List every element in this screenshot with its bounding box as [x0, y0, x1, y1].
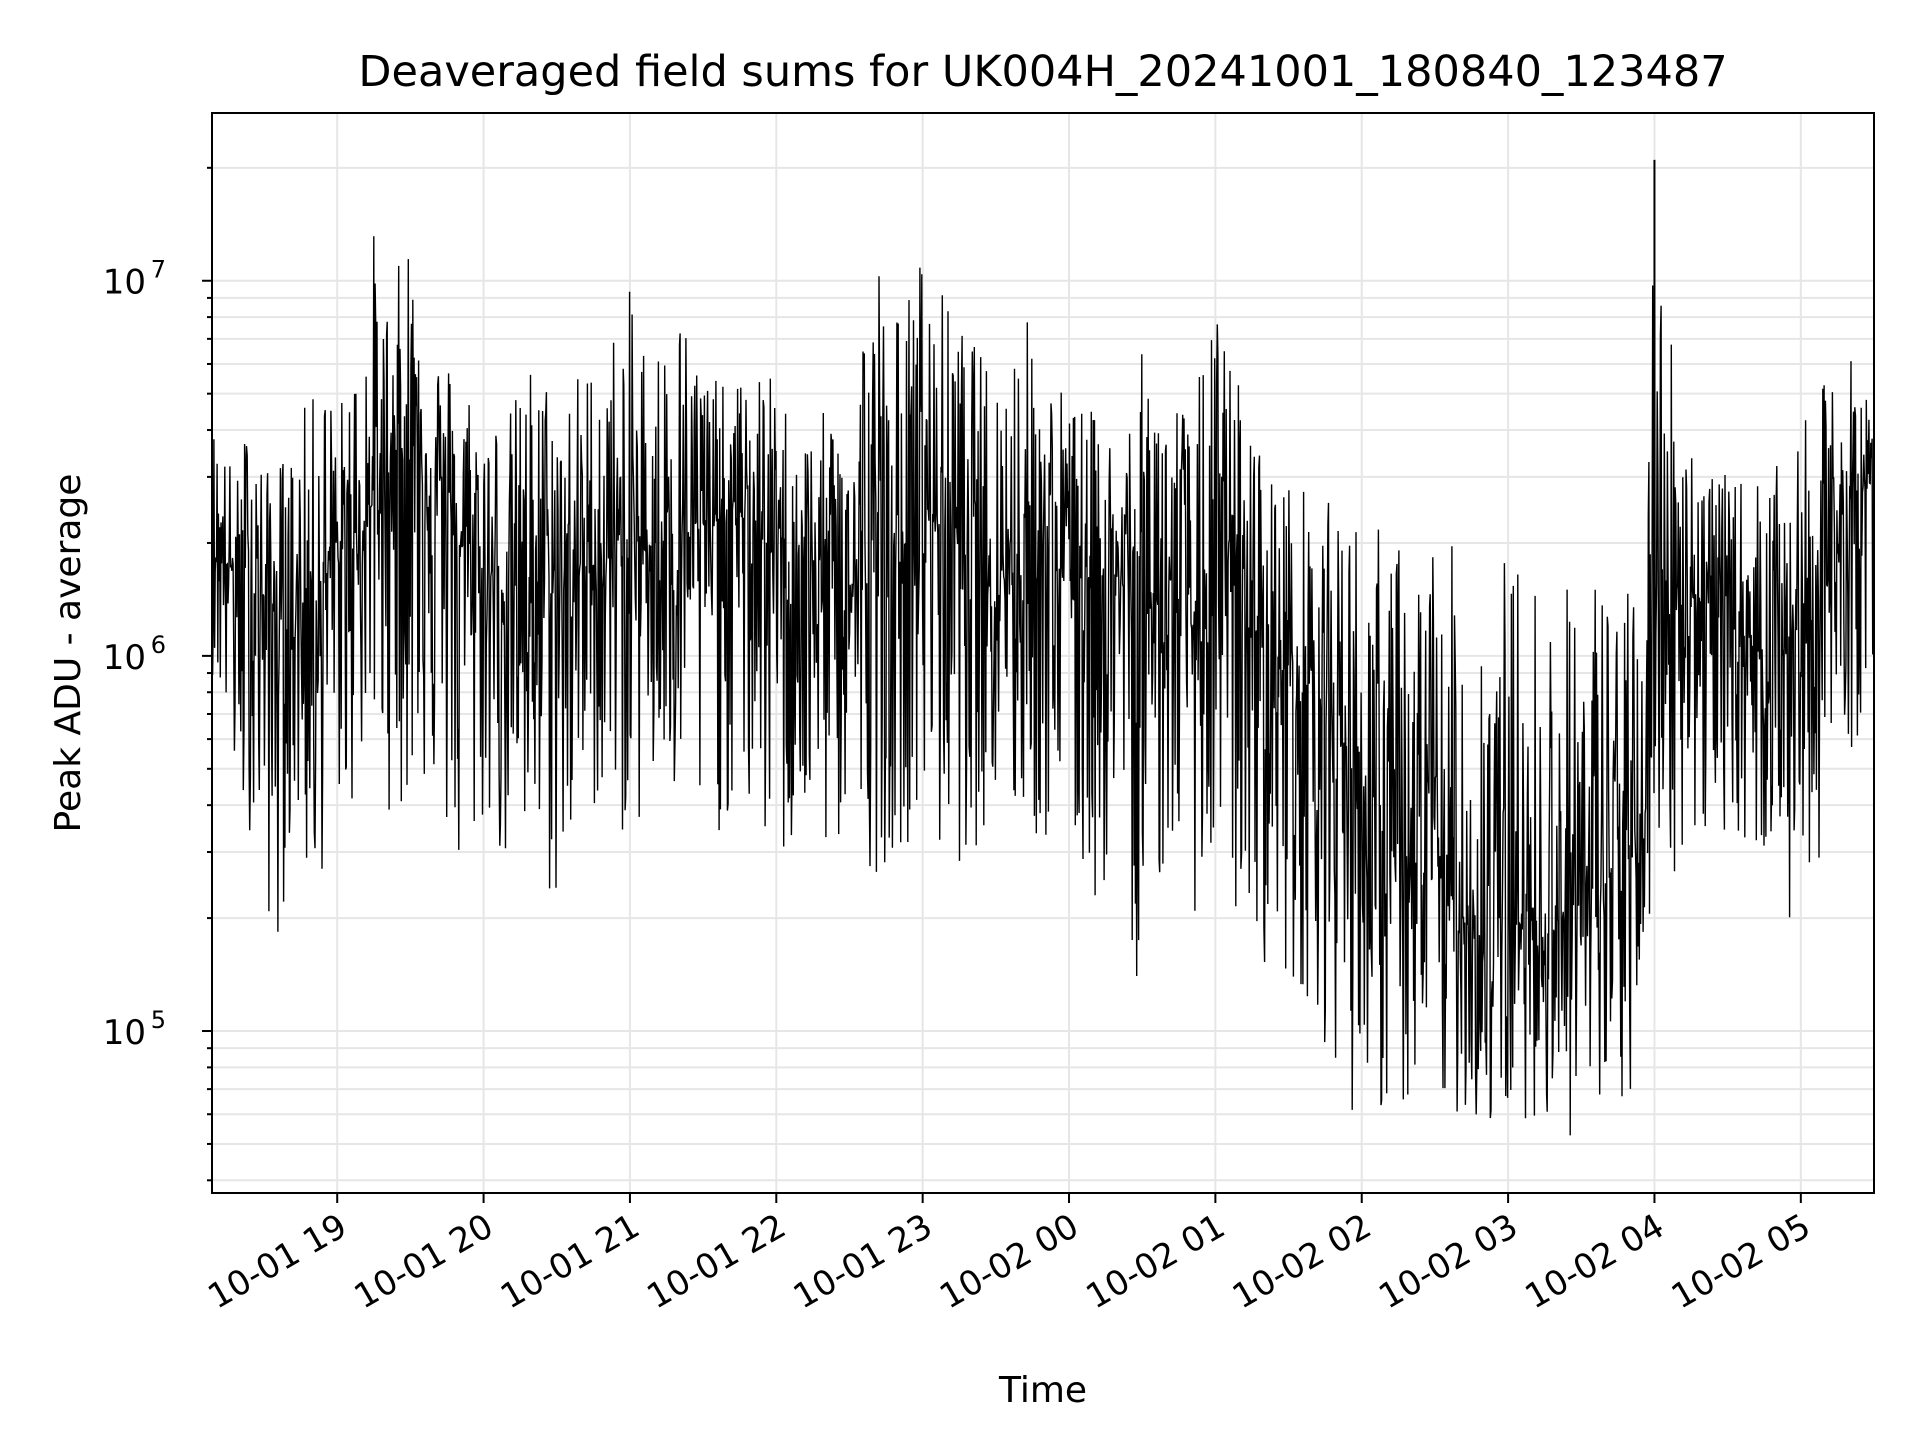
- y-tick-exponent: 5: [151, 1006, 166, 1034]
- plot-frame: [211, 112, 1875, 1194]
- series-line: [211, 159, 1875, 1136]
- y-tick-exponent: 6: [151, 631, 166, 659]
- y-tick-label: 10: [103, 263, 146, 303]
- y-tick-label: 10: [103, 1013, 146, 1053]
- chart-title: Deaveraged field sums for UK004H_2024100…: [358, 47, 1727, 97]
- y-axis-title: Peak ADU - average: [48, 474, 89, 833]
- series-path: [211, 236, 1875, 1136]
- x-axis-title: Time: [998, 1370, 1087, 1411]
- y-tick-exponent: 7: [151, 256, 166, 284]
- y-tick-label: 10: [103, 638, 146, 678]
